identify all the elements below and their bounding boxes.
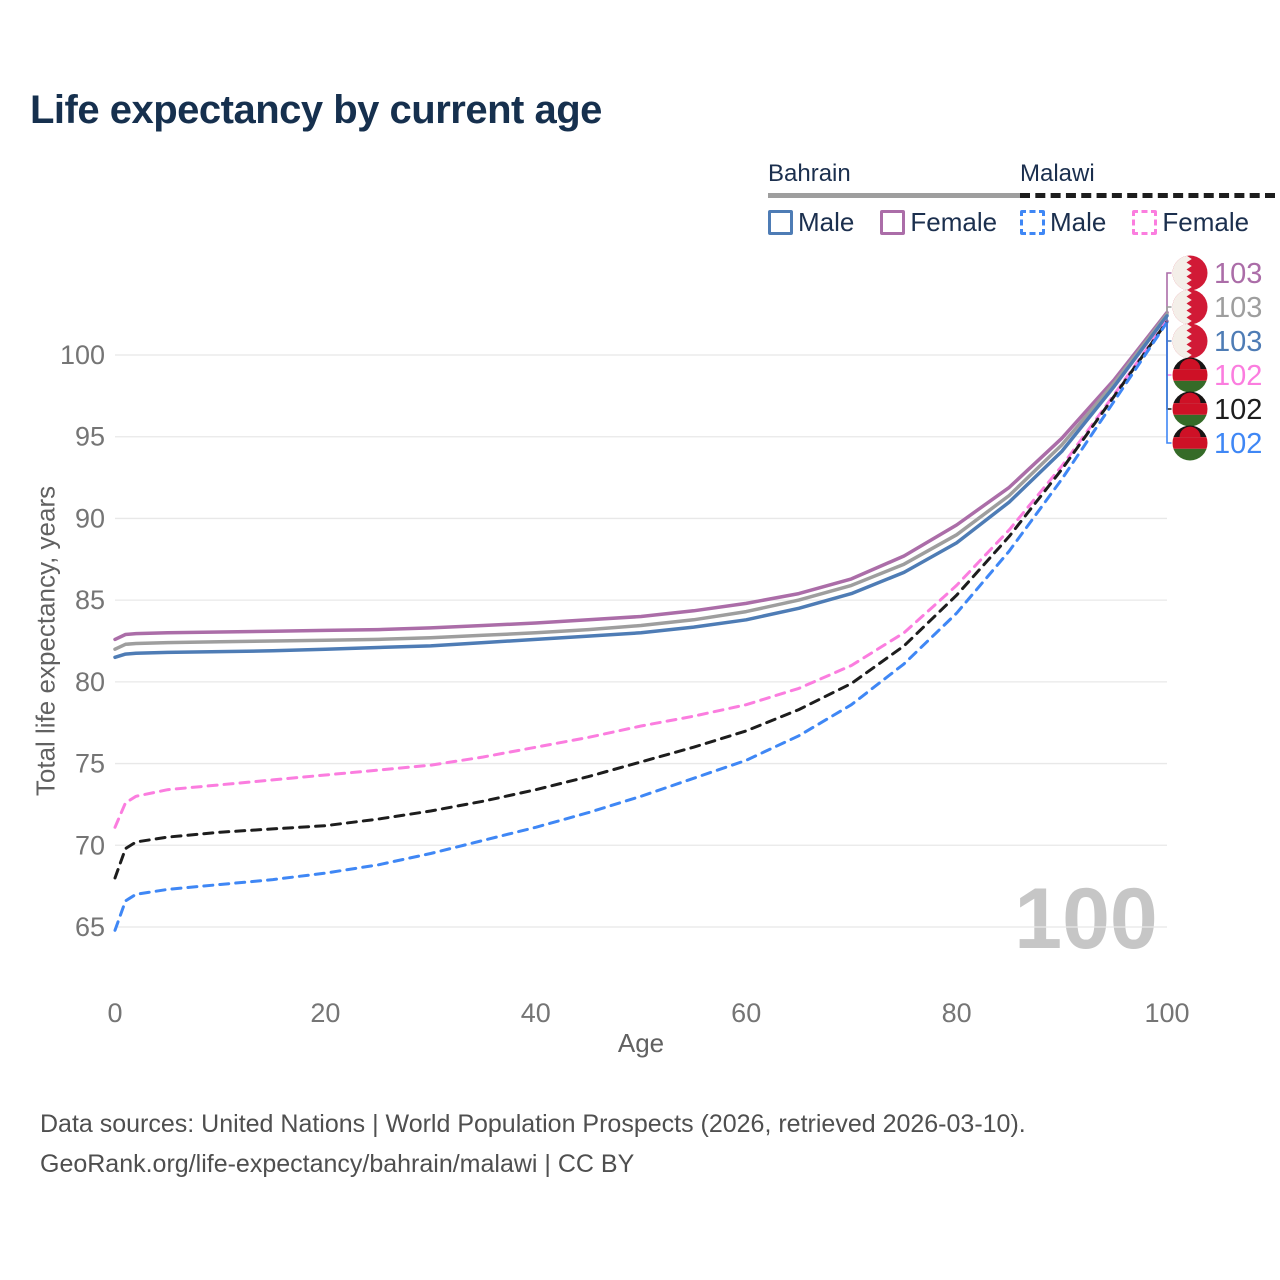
series-line-bahrain-male[interactable] xyxy=(113,314,1169,660)
x-tick-label: 60 xyxy=(731,998,761,1028)
page-title: Life expectancy by current age xyxy=(30,88,602,132)
series-line-malawi-female[interactable] xyxy=(113,319,1169,829)
flag-badges-layer xyxy=(1172,255,1208,461)
leader-line-malawi-male xyxy=(1166,322,1172,444)
end-value-label-bahrain-total: 103 xyxy=(1214,292,1262,324)
legend-group-bahrain: Bahrain Male Female xyxy=(768,160,1024,238)
y-tick-label: 100 xyxy=(60,340,105,370)
legend-group-malawi: Malawi Male Female xyxy=(1020,160,1276,238)
y-tick-label: 85 xyxy=(75,585,105,615)
end-value-label-malawi-female: 102 xyxy=(1214,360,1262,392)
malawi-flag-icon xyxy=(1172,391,1208,427)
end-value-label-malawi-total: 102 xyxy=(1214,394,1262,426)
leader-lines-layer xyxy=(1166,272,1172,444)
x-tick-label: 80 xyxy=(942,998,972,1028)
y-tick-label: 65 xyxy=(75,912,105,942)
series-line-bahrain-total[interactable] xyxy=(113,312,1169,651)
end-value-label-bahrain-male: 103 xyxy=(1214,326,1262,358)
y-tick-label: 75 xyxy=(75,749,105,779)
watermark-layer: 100 xyxy=(1014,871,1158,967)
x-axis-title: Age xyxy=(617,1028,665,1058)
bahrain-line-style-swatch xyxy=(768,193,1024,198)
y-tick-label: 95 xyxy=(75,422,105,452)
malawi-male-checkbox[interactable] xyxy=(1020,210,1045,235)
data-sources-line: Data sources: United Nations | World Pop… xyxy=(40,1110,1026,1138)
y-axis-title: Total life expectancy, years xyxy=(30,485,61,797)
age-watermark: 100 xyxy=(1014,871,1158,967)
bahrain-flag-icon xyxy=(1172,289,1208,325)
source-attribution: Data sources: United Nations | World Pop… xyxy=(40,1104,1026,1184)
x-tick-label: 20 xyxy=(310,998,340,1028)
legend-item-label: Male xyxy=(798,207,855,237)
gridlines-layer xyxy=(115,354,1167,928)
legend-item-malawi-male[interactable]: Male xyxy=(1020,207,1106,238)
y-tick-label: 90 xyxy=(75,503,105,533)
malawi-line-style-swatch xyxy=(1020,193,1276,198)
legend-item-bahrain-female[interactable]: Female xyxy=(880,207,997,238)
malawi-female-checkbox[interactable] xyxy=(1132,210,1158,235)
legend-item-bahrain-male[interactable]: Male xyxy=(768,207,854,238)
malawi-flag-icon xyxy=(1172,425,1208,461)
malawi-flag-icon xyxy=(1172,357,1208,393)
tick-labels-layer: 65 70 75 80 85 90 95 100 0 20 40 60 80 100 xyxy=(60,340,1190,1028)
series-line-bahrain-female[interactable] xyxy=(113,310,1169,642)
end-value-label-bahrain-female: 103 xyxy=(1214,258,1262,290)
x-tick-label: 40 xyxy=(521,998,551,1028)
bahrain-female-checkbox[interactable] xyxy=(880,210,906,235)
bahrain-flag-icon xyxy=(1172,323,1208,359)
x-tick-label: 100 xyxy=(1144,998,1189,1028)
end-value-label-malawi-male: 102 xyxy=(1214,428,1262,460)
x-tick-label: 0 xyxy=(107,998,122,1028)
legend-group-label: Bahrain xyxy=(768,160,851,187)
y-tick-label: 80 xyxy=(75,667,105,697)
series-line-malawi-total[interactable] xyxy=(113,320,1169,880)
series-layer xyxy=(113,310,1169,932)
y-tick-label: 70 xyxy=(75,830,105,860)
legend-item-label: Male xyxy=(1050,207,1107,237)
bahrain-male-checkbox[interactable] xyxy=(768,210,793,235)
leader-line-bahrain-female xyxy=(1166,272,1172,313)
series-line-malawi-male[interactable] xyxy=(113,320,1169,932)
legend-item-malawi-female[interactable]: Female xyxy=(1132,207,1249,238)
leader-line-bahrain-total xyxy=(1166,306,1172,315)
license-line: GeoRank.org/life-expectancy/bahrain/mala… xyxy=(40,1150,635,1178)
legend-item-label: Female xyxy=(1162,207,1250,237)
bahrain-flag-icon xyxy=(1172,255,1208,291)
legend-item-label: Female xyxy=(910,207,998,237)
legend-group-label: Malawi xyxy=(1020,160,1095,187)
